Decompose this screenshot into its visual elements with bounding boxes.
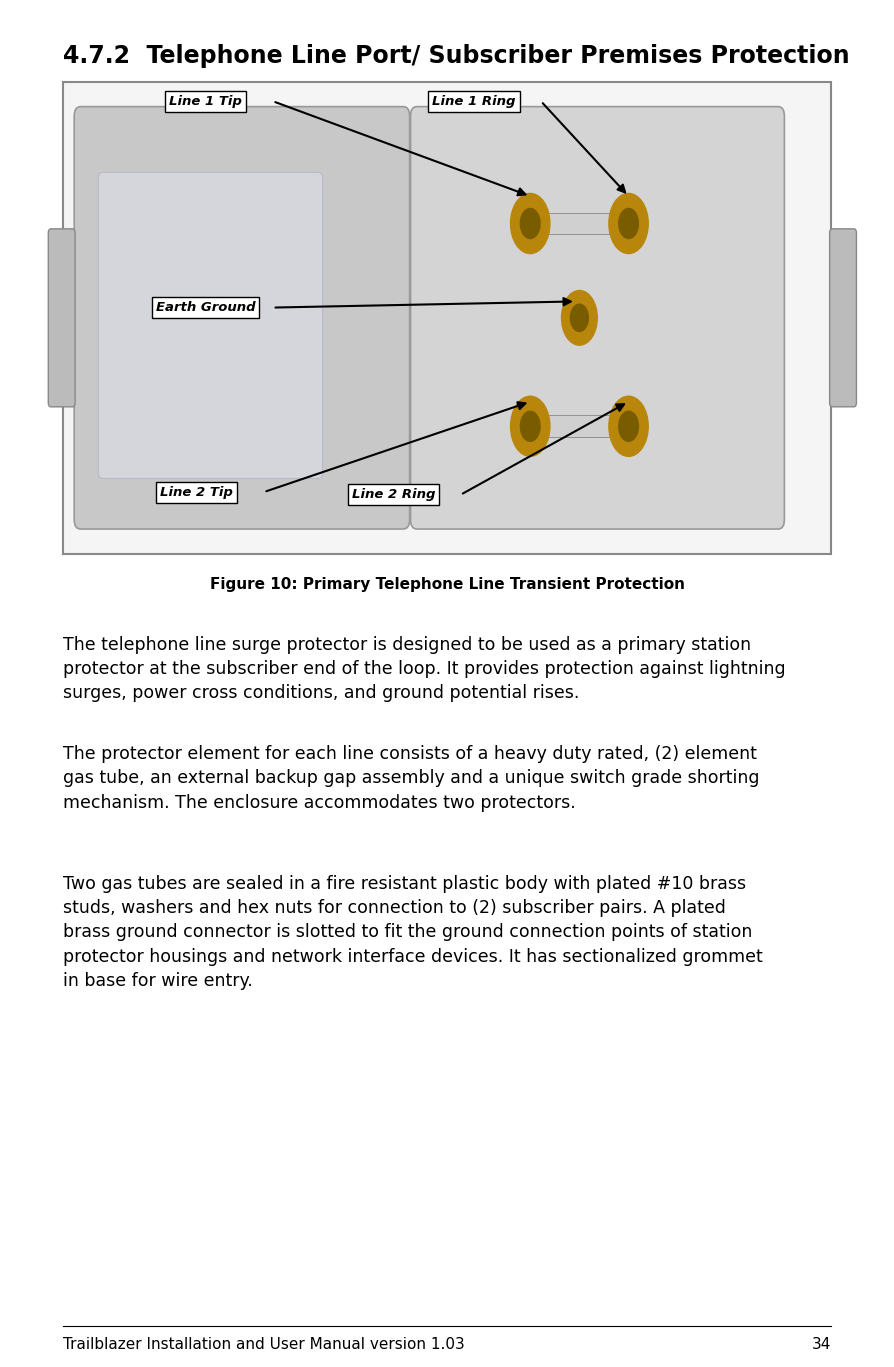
FancyBboxPatch shape — [410, 107, 784, 529]
Circle shape — [609, 194, 648, 254]
Circle shape — [609, 396, 648, 457]
Circle shape — [619, 411, 638, 442]
Circle shape — [520, 411, 540, 442]
Text: The protector element for each line consists of a heavy duty rated, (2) element
: The protector element for each line cons… — [63, 745, 759, 812]
Circle shape — [510, 396, 550, 457]
Text: 34: 34 — [812, 1337, 831, 1352]
FancyBboxPatch shape — [48, 228, 75, 407]
FancyBboxPatch shape — [98, 172, 323, 478]
Text: 4.7.2  Telephone Line Port/ Subscriber Premises Protection: 4.7.2 Telephone Line Port/ Subscriber Pr… — [63, 44, 849, 68]
Circle shape — [561, 291, 597, 346]
Text: Earth Ground: Earth Ground — [156, 301, 256, 314]
FancyBboxPatch shape — [526, 212, 633, 235]
Text: Line 2 Tip: Line 2 Tip — [160, 485, 233, 499]
FancyBboxPatch shape — [74, 107, 409, 529]
Text: Trailblazer Installation and User Manual version 1.03: Trailblazer Installation and User Manual… — [63, 1337, 464, 1352]
Text: Line 2 Ring: Line 2 Ring — [351, 488, 435, 502]
FancyBboxPatch shape — [526, 416, 633, 437]
Circle shape — [570, 305, 588, 332]
Text: Line 1 Tip: Line 1 Tip — [169, 94, 242, 108]
Circle shape — [520, 209, 540, 239]
Circle shape — [510, 194, 550, 254]
Text: The telephone line surge protector is designed to be used as a primary station
p: The telephone line surge protector is de… — [63, 636, 785, 703]
FancyBboxPatch shape — [830, 228, 856, 407]
Text: Figure 10: Primary Telephone Line Transient Protection: Figure 10: Primary Telephone Line Transi… — [209, 577, 685, 592]
FancyBboxPatch shape — [63, 82, 831, 554]
Text: Line 1 Ring: Line 1 Ring — [432, 94, 516, 108]
Circle shape — [619, 209, 638, 239]
Text: Two gas tubes are sealed in a fire resistant plastic body with plated #10 brass
: Two gas tubes are sealed in a fire resis… — [63, 875, 763, 990]
